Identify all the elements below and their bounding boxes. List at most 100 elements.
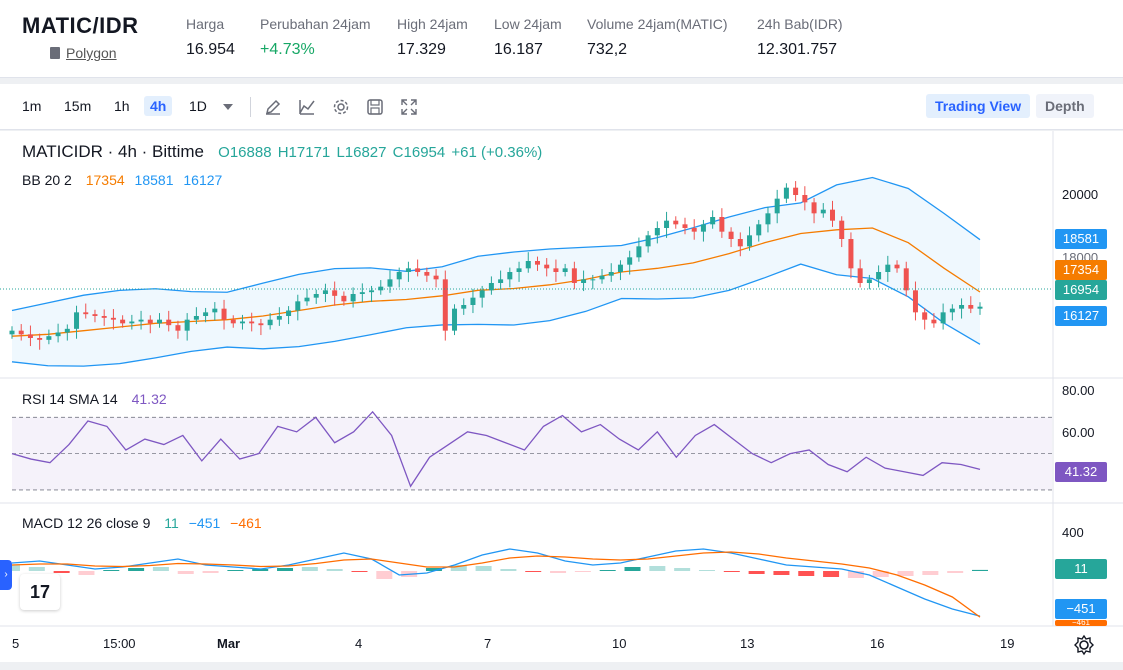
macd-line [11, 548, 981, 617]
candle-body [700, 224, 706, 232]
candle-body [230, 319, 236, 324]
timeframe-1h[interactable]: 1h [114, 98, 130, 114]
stat-label: Low 24jam [494, 16, 562, 32]
stat-turnover: 24h Bab(IDR) 12.301.757 [757, 16, 843, 59]
timeframe-4h[interactable]: 4h [144, 96, 173, 116]
macd-label: MACD 12 26 close 9 [22, 515, 151, 531]
macd-histogram-bar [599, 570, 616, 571]
macd-signal-value: −461 [230, 515, 262, 531]
stat-label: High 24jam [397, 16, 468, 32]
stat-price: Harga 16.954 [186, 16, 235, 59]
candle-body [968, 305, 974, 309]
candle-body [415, 268, 421, 272]
candle-body [571, 268, 577, 283]
market-header: MATIC/IDR Polygon Harga 16.954 Perubahan… [0, 0, 1123, 78]
candle-body [774, 198, 780, 214]
candle-body [488, 283, 494, 291]
macd-histogram-bar [326, 569, 343, 571]
bb-basis-tag: 17354 [1055, 260, 1107, 280]
candle-body [866, 279, 872, 283]
macd-histogram-bar [947, 571, 964, 573]
timeframe-1m[interactable]: 1m [22, 98, 42, 114]
stat-label: Perubahan 24jam [260, 16, 371, 32]
timeframe-15m[interactable]: 15m [64, 98, 92, 114]
macd-histogram-bar [301, 567, 318, 571]
fullscreen-icon[interactable] [400, 98, 418, 116]
gear-icon[interactable] [332, 98, 350, 116]
indicator-line-icon[interactable] [298, 98, 316, 116]
candle-body [276, 316, 282, 320]
macd-histogram-bar [227, 570, 244, 571]
ohlc-high: H17171 [277, 144, 331, 161]
chart-area[interactable]: MATICIDR · 4h · Bittime O16888 H17171 L1… [0, 131, 1123, 662]
time-tick: 16 [870, 636, 885, 651]
candle-body [129, 321, 135, 324]
macd-histogram-bar [103, 570, 120, 571]
candle-body [544, 264, 550, 269]
time-tick: 19 [1000, 636, 1015, 651]
macd-histogram-bar [351, 571, 368, 572]
candle-body [682, 224, 688, 228]
depth-button[interactable]: Depth [1036, 94, 1094, 118]
last-price-tag: 16954 [1055, 280, 1107, 300]
candle-body [470, 297, 476, 305]
stat-value: 16.187 [494, 41, 543, 58]
book-icon [50, 47, 60, 59]
settings-gear-icon[interactable] [1073, 634, 1095, 656]
candle-body [747, 235, 753, 247]
candle-body [221, 308, 227, 320]
draw-pencil-icon[interactable] [264, 98, 282, 116]
candle-body [313, 294, 319, 298]
rsi-label: RSI 14 SMA 14 [22, 391, 118, 407]
candle-body [138, 319, 144, 322]
stat-value: 732,2 [587, 41, 628, 58]
macd-tick: 400 [1062, 525, 1084, 540]
candle-body [507, 272, 513, 280]
candle-body [498, 279, 504, 283]
project-link[interactable]: Polygon [50, 45, 139, 61]
macd-histogram-bar [425, 568, 442, 571]
candle-body [765, 213, 771, 225]
candle-body [461, 305, 467, 309]
trading-view-button[interactable]: Trading View [926, 94, 1031, 118]
candle-body [811, 202, 817, 214]
candle-body [654, 228, 660, 236]
stat-label: 24h Bab(IDR) [757, 16, 843, 32]
candle-body [249, 321, 255, 324]
bb-lower-tag: 16127 [1055, 306, 1107, 326]
side-panel-toggle[interactable]: › [0, 560, 12, 590]
candle-body [912, 290, 918, 313]
stat-value: 17.329 [397, 41, 446, 58]
candle-body [959, 305, 965, 309]
candle-body [9, 330, 15, 335]
macd-histogram-bar [748, 571, 765, 574]
candle-body [940, 312, 946, 324]
candle-body [64, 328, 70, 333]
candle-body [848, 239, 854, 269]
macd-hist-tag: 11 [1055, 559, 1107, 579]
rsi-tick: 60.00 [1062, 425, 1095, 440]
candle-body [599, 275, 605, 280]
timeframe-1d[interactable]: 1D [189, 98, 207, 114]
chart-canvas[interactable] [0, 131, 1123, 662]
tradingview-logo[interactable]: 17 [20, 574, 60, 610]
bb-upper-tag: 18581 [1055, 229, 1107, 249]
rsi-value: 41.32 [131, 391, 167, 407]
candle-body [719, 217, 725, 232]
candle-body [839, 220, 845, 239]
macd-histogram-bar [53, 571, 70, 573]
save-icon[interactable] [366, 98, 384, 116]
candle-body [479, 290, 485, 298]
toolbar-divider [250, 97, 251, 117]
candle-body [534, 261, 540, 265]
stat-value: +4.73% [260, 41, 315, 58]
bb-upper-value: 18581 [134, 172, 174, 188]
candle-body [193, 316, 199, 320]
macd-histogram-bar [897, 571, 914, 576]
rsi-pane [11, 410, 1053, 491]
chevron-down-icon[interactable] [222, 102, 234, 112]
pair-info: MATIC/IDR Polygon [22, 13, 139, 61]
macd-histogram-bar [177, 571, 194, 574]
price-tick: 20000 [1062, 187, 1099, 202]
bollinger-bands [11, 176, 981, 367]
